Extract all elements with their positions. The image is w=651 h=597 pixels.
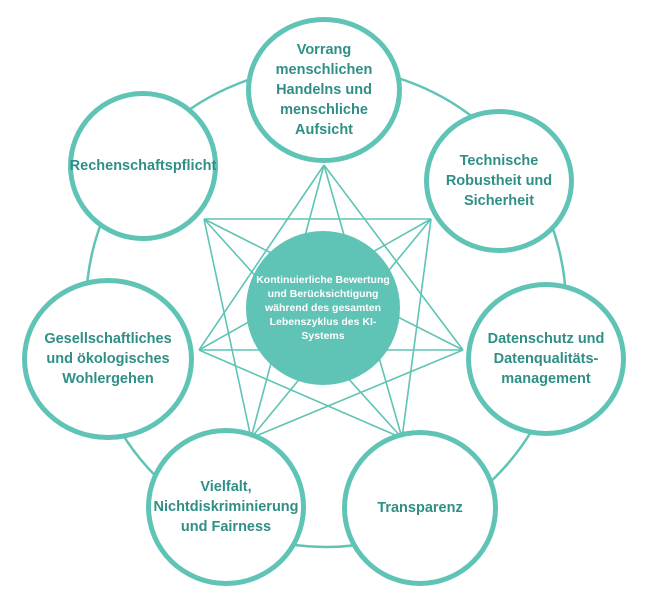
node-label-human-oversight: Vorrang menschlichen Handelns und mensch… <box>275 42 373 138</box>
node-label-diversity-fairness: Vielfalt, Nichtdiskriminierung und Fairn… <box>153 479 299 535</box>
connector-line <box>198 164 325 351</box>
connector-line <box>203 218 252 439</box>
node-technical-robustness: Technische Robustheit und Sicherheit <box>424 109 574 253</box>
node-accountability: Rechenschaftspflicht <box>68 91 218 241</box>
node-label-technical-robustness: Technische Robustheit und Sicherheit <box>445 153 553 209</box>
node-human-oversight: Vorrang menschlichen Handelns und mensch… <box>246 17 402 163</box>
center-circle: Kontinuierliche Bewertung und Berücksich… <box>246 231 400 385</box>
connector-line <box>323 164 464 351</box>
node-societal-wellbeing: Gesellschaftliches und ökologisches Wohl… <box>22 278 194 440</box>
node-label-data-privacy: Datenschutz und Datenqualitäts-managemen… <box>487 331 605 387</box>
node-label-accountability: Rechenschaftspflicht <box>69 158 217 174</box>
connector-line <box>401 218 432 439</box>
center-label: Kontinuierliche Bewertung und Berücksich… <box>256 274 390 342</box>
node-diversity-fairness: Vielfalt, Nichtdiskriminierung und Fairn… <box>146 428 306 586</box>
connector-line <box>250 349 464 439</box>
node-label-transparency: Transparenz <box>377 500 463 516</box>
node-transparency: Transparenz <box>342 430 498 586</box>
node-data-privacy: Datenschutz und Datenqualitäts-managemen… <box>466 282 626 436</box>
connector-line <box>198 349 403 439</box>
node-label-societal-wellbeing: Gesellschaftliches und ökologisches Wohl… <box>44 331 172 387</box>
